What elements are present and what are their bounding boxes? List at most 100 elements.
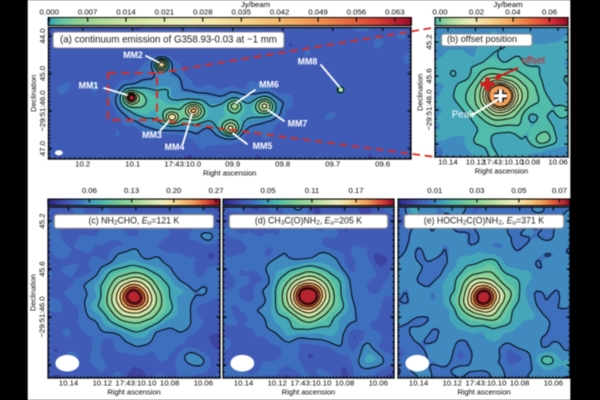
svg-text:0.11: 0.11 <box>305 186 320 195</box>
svg-text:E: E <box>325 216 331 226</box>
svg-text:10.12: 10.12 <box>92 379 111 388</box>
svg-text:Right ascension: Right ascension <box>107 387 160 396</box>
svg-text:MM7: MM7 <box>288 118 308 128</box>
svg-text:=121 K: =121 K <box>151 216 179 226</box>
svg-text:=371 K: =371 K <box>516 216 544 226</box>
svg-text:0.17: 0.17 <box>348 186 363 195</box>
svg-text:10.12: 10.12 <box>267 379 286 388</box>
svg-text:45.2: 45.2 <box>424 34 433 49</box>
svg-text:10.08: 10.08 <box>160 379 179 388</box>
svg-text:MM1: MM1 <box>79 80 99 90</box>
svg-text:10.06: 10.06 <box>369 379 388 388</box>
svg-text:45.2: 45.2 <box>37 213 46 228</box>
svg-text:0.20: 0.20 <box>166 186 182 195</box>
svg-text:MM5: MM5 <box>253 141 273 151</box>
svg-text:u: u <box>512 220 516 227</box>
svg-text:(d) CH: (d) CH <box>255 216 281 226</box>
svg-text:0.06: 0.06 <box>82 186 97 195</box>
svg-text:C(O)NH: C(O)NH <box>466 216 498 226</box>
svg-text:Declination: Declination <box>415 74 424 111</box>
svg-text:MM2: MM2 <box>123 50 143 60</box>
svg-text:10.08: 10.08 <box>521 158 540 167</box>
svg-text:10.06: 10.06 <box>548 158 567 167</box>
svg-text:09.8: 09.8 <box>275 160 290 169</box>
svg-text:offset: offset <box>522 56 546 67</box>
svg-text:u: u <box>330 220 334 227</box>
svg-text:0.028: 0.028 <box>193 7 212 16</box>
svg-text:45.6: 45.6 <box>37 261 46 276</box>
svg-text:(a) continuum emission of G358: (a) continuum emission of G358.93-0.03 a… <box>60 34 277 45</box>
svg-text:0.06: 0.06 <box>542 7 557 16</box>
svg-text:0.049: 0.049 <box>308 7 327 16</box>
svg-text:Right ascension: Right ascension <box>282 387 335 396</box>
svg-text:0.05: 0.05 <box>511 186 526 195</box>
svg-text:2: 2 <box>316 220 320 227</box>
svg-text:2: 2 <box>114 220 118 227</box>
svg-text:(e) HOCH: (e) HOCH <box>424 216 463 226</box>
svg-text:,: , <box>502 216 504 226</box>
svg-text:−29:51:46.0: −29:51:46.0 <box>424 89 433 131</box>
svg-text:0.014: 0.014 <box>116 7 136 16</box>
svg-text:09.6: 09.6 <box>375 160 390 169</box>
svg-text:0.042: 0.042 <box>270 7 289 16</box>
svg-text:10.06: 10.06 <box>194 379 213 388</box>
svg-text:Jy/beam: Jy/beam <box>493 0 522 9</box>
svg-text:(c) NH: (c) NH <box>89 216 114 226</box>
svg-text:10.12: 10.12 <box>442 379 461 388</box>
svg-text:E: E <box>507 216 513 226</box>
svg-text:(b) offset position: (b) offset position <box>447 34 517 44</box>
svg-text:47.0: 47.0 <box>38 140 47 156</box>
svg-text:45.6: 45.6 <box>424 68 433 83</box>
svg-text:09.9: 09.9 <box>225 160 240 169</box>
svg-text:Declination: Declination <box>29 75 38 112</box>
svg-text:0.05: 0.05 <box>260 186 275 195</box>
svg-text:10.08: 10.08 <box>335 379 354 388</box>
svg-text:u: u <box>148 220 152 227</box>
svg-text:45.0: 45.0 <box>38 65 47 81</box>
svg-text:10.12: 10.12 <box>466 158 485 167</box>
svg-text:−29:51:46.0: −29:51:46.0 <box>37 296 46 338</box>
svg-text:0.04: 0.04 <box>505 7 521 16</box>
svg-text:10.06: 10.06 <box>544 379 563 388</box>
svg-text:0.056: 0.056 <box>347 7 366 16</box>
svg-text:,: , <box>320 216 322 226</box>
svg-text:0.021: 0.021 <box>155 7 174 16</box>
svg-text:C(O)NH: C(O)NH <box>284 216 316 226</box>
svg-text:2: 2 <box>498 220 502 227</box>
svg-text:Right ascension: Right ascension <box>203 168 256 177</box>
svg-text:17:43:10.10: 17:43:10.10 <box>115 379 157 388</box>
svg-text:=205 K: =205 K <box>334 216 362 226</box>
svg-text:10.08: 10.08 <box>510 379 529 388</box>
svg-text:17:43:10.0: 17:43:10.0 <box>164 160 201 169</box>
svg-text:10.14: 10.14 <box>234 379 254 388</box>
svg-text:09.7: 09.7 <box>325 160 340 169</box>
svg-text:Jy/beam: Jy/beam <box>241 0 270 9</box>
svg-text:0.13: 0.13 <box>124 186 139 195</box>
svg-text:10.1: 10.1 <box>125 160 140 169</box>
svg-text:Peak: Peak <box>452 109 474 120</box>
svg-text:Right ascension: Right ascension <box>475 166 528 175</box>
svg-text:10.2: 10.2 <box>75 160 90 169</box>
svg-text:3: 3 <box>281 220 285 227</box>
svg-text:0.27: 0.27 <box>208 186 223 195</box>
svg-text:MM3: MM3 <box>142 130 162 140</box>
svg-text:0.07: 0.07 <box>552 186 567 195</box>
svg-text:10.14: 10.14 <box>409 379 429 388</box>
svg-text:Right ascension: Right ascension <box>457 387 510 396</box>
svg-text:10.14: 10.14 <box>438 158 458 167</box>
svg-text:0.00: 0.00 <box>432 7 448 16</box>
svg-text:MM8: MM8 <box>298 56 318 66</box>
svg-text:0.035: 0.035 <box>231 7 250 16</box>
svg-text:Declination: Declination <box>28 274 37 311</box>
svg-text:2: 2 <box>463 220 467 227</box>
svg-text:CHO,: CHO, <box>118 216 140 226</box>
svg-text:0.03: 0.03 <box>469 186 484 195</box>
svg-text:10.14: 10.14 <box>59 379 79 388</box>
svg-text:MM4: MM4 <box>165 142 185 152</box>
svg-text:17:43:10.10: 17:43:10.10 <box>290 379 332 388</box>
svg-text:0.063: 0.063 <box>385 7 404 16</box>
svg-text:0.007: 0.007 <box>78 7 97 16</box>
svg-text:17:43:10.10: 17:43:10.10 <box>482 158 524 167</box>
svg-text:−29:51:46.0: −29:51:46.0 <box>38 90 47 132</box>
svg-text:0.01: 0.01 <box>427 186 442 195</box>
